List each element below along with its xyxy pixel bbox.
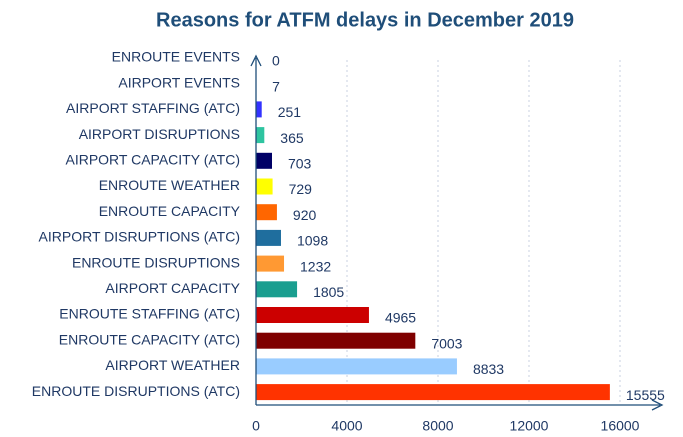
value-label: 251	[278, 104, 302, 120]
bar	[256, 281, 298, 298]
value-label: 7	[272, 78, 280, 94]
y-tick-label: AIRPORT DISRUPTIONS	[79, 126, 240, 142]
x-axis-arrow	[651, 399, 664, 411]
value-label: 0	[272, 53, 280, 69]
value-label: 7003	[431, 335, 462, 351]
value-label: 1805	[313, 284, 344, 300]
bar	[256, 384, 610, 401]
x-tick-label: 8000	[422, 418, 453, 434]
y-tick-label: ENROUTE DISRUPTIONS	[72, 254, 240, 270]
value-label: 8833	[473, 361, 504, 377]
y-tick-label: AIRPORT STAFFING (ATC)	[66, 100, 240, 116]
x-tick-label: 12000	[510, 418, 549, 434]
x-tick-label: 4000	[331, 418, 362, 434]
bar	[256, 332, 416, 349]
y-tick-label: AIRPORT WEATHER	[105, 357, 240, 373]
y-tick-label: AIRPORT DISRUPTIONS (ATC)	[39, 229, 240, 245]
bar	[256, 178, 273, 195]
y-tick-label: ENROUTE STAFFING (ATC)	[59, 306, 240, 322]
y-tick-label: AIRPORT CAPACITY (ATC)	[65, 152, 240, 168]
y-tick-label: AIRPORT CAPACITY	[105, 280, 240, 296]
y-tick-label: ENROUTE WEATHER	[99, 177, 240, 193]
value-label: 15555	[626, 387, 665, 403]
y-axis-arrow	[250, 54, 262, 67]
x-tick-label: 0	[252, 418, 260, 434]
bar	[256, 358, 457, 375]
value-label: 1232	[300, 258, 331, 274]
bar	[256, 229, 281, 246]
y-tick-label: ENROUTE CAPACITY (ATC)	[59, 331, 240, 347]
bar	[256, 204, 277, 221]
y-tick-label: ENROUTE CAPACITY	[99, 203, 241, 219]
bar	[256, 127, 265, 144]
value-label: 365	[280, 130, 304, 146]
y-tick-label: ENROUTE EVENTS	[112, 49, 240, 65]
value-label: 4965	[385, 310, 416, 326]
value-label: 920	[293, 207, 317, 223]
bar	[256, 101, 262, 118]
value-label: 703	[288, 156, 312, 172]
value-label: 729	[289, 181, 313, 197]
bar	[256, 152, 272, 169]
y-tick-label: AIRPORT EVENTS	[118, 74, 240, 90]
chart-title: Reasons for ATFM delays in December 2019	[156, 9, 574, 31]
x-tick-label: 16000	[601, 418, 640, 434]
bar	[256, 307, 369, 323]
y-tick-label: ENROUTE DISRUPTIONS (ATC)	[32, 383, 240, 399]
bar	[256, 255, 285, 272]
value-label: 1098	[297, 233, 328, 249]
